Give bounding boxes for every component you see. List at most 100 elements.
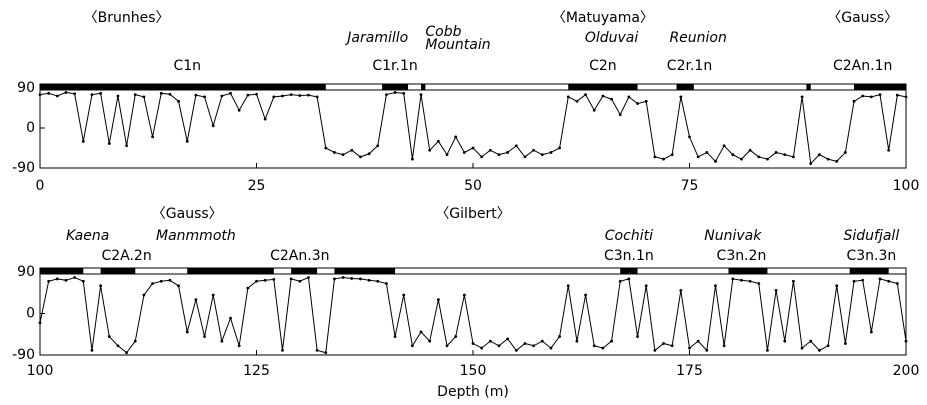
data-point bbox=[454, 335, 458, 338]
data-point bbox=[151, 282, 154, 285]
data-point bbox=[532, 148, 536, 152]
y-tick-label: 90 bbox=[17, 80, 35, 96]
data-point bbox=[558, 335, 561, 338]
data-point bbox=[644, 284, 648, 288]
data-point bbox=[133, 93, 137, 97]
normal-polarity bbox=[620, 268, 638, 274]
chron-label: C3n.1n bbox=[603, 248, 654, 264]
data-point bbox=[532, 344, 536, 348]
data-point bbox=[255, 279, 258, 283]
data-point bbox=[47, 91, 51, 95]
normal-polarity bbox=[421, 84, 426, 90]
epoch-label: 〈Brunhes〉 bbox=[83, 10, 170, 26]
epoch-label: 〈Matuyama〉 bbox=[551, 10, 654, 26]
data-point bbox=[410, 344, 414, 348]
data-point bbox=[904, 95, 908, 99]
data-point bbox=[792, 155, 795, 159]
data-point bbox=[549, 346, 553, 350]
data-line bbox=[39, 276, 907, 354]
data-point bbox=[757, 282, 761, 285]
data-point bbox=[636, 102, 639, 105]
data-point bbox=[818, 153, 821, 157]
normal-polarity bbox=[100, 268, 136, 274]
x-tick-label: 25 bbox=[248, 178, 266, 194]
data-point bbox=[575, 99, 579, 103]
x-tick-label: 100 bbox=[27, 363, 54, 379]
data-point bbox=[393, 335, 397, 338]
data-point bbox=[410, 157, 414, 161]
data-point bbox=[185, 139, 189, 143]
data-point bbox=[584, 93, 587, 97]
data-point bbox=[385, 93, 388, 97]
data-point bbox=[869, 330, 873, 334]
data-point bbox=[566, 95, 570, 99]
data-point bbox=[220, 339, 224, 343]
plot-frame bbox=[39, 83, 907, 169]
data-point bbox=[540, 153, 544, 157]
data-point bbox=[488, 339, 492, 343]
data-point bbox=[385, 282, 388, 285]
data-point bbox=[402, 91, 406, 95]
data-point bbox=[869, 95, 873, 99]
data-point bbox=[584, 293, 587, 297]
data-point bbox=[81, 279, 85, 283]
chron-label: C1n bbox=[173, 58, 201, 74]
data-point bbox=[350, 148, 354, 152]
data-point bbox=[281, 94, 284, 98]
data-point bbox=[748, 148, 752, 152]
data-point bbox=[843, 342, 847, 345]
data-point bbox=[359, 155, 362, 159]
data-point bbox=[307, 276, 310, 279]
event-label: Manmmoth bbox=[156, 228, 236, 244]
data-point bbox=[90, 93, 94, 97]
y-tick-label: 0 bbox=[26, 306, 35, 322]
data-point bbox=[151, 135, 154, 139]
data-point bbox=[670, 344, 674, 348]
data-point bbox=[887, 148, 891, 152]
data-point bbox=[714, 159, 717, 163]
data-point bbox=[393, 91, 397, 94]
chron-label: C1r.1n bbox=[372, 58, 418, 74]
data-point bbox=[90, 348, 94, 352]
x-tick-label: 200 bbox=[893, 363, 920, 379]
data-point bbox=[852, 279, 856, 283]
data-point bbox=[333, 151, 336, 154]
data-point bbox=[826, 344, 830, 348]
data-point bbox=[142, 95, 146, 99]
x-tick-label: 50 bbox=[464, 178, 482, 194]
data-point bbox=[376, 144, 380, 148]
data-point bbox=[246, 93, 250, 97]
chron-label: C2An.1n bbox=[833, 58, 893, 74]
data-point bbox=[740, 157, 743, 161]
data-point bbox=[428, 148, 432, 152]
data-point bbox=[471, 146, 475, 150]
normal-polarity bbox=[676, 84, 694, 90]
data-point bbox=[792, 279, 795, 283]
data-point bbox=[47, 279, 51, 283]
data-point bbox=[480, 346, 484, 350]
normal-polarity bbox=[382, 84, 409, 90]
data-point bbox=[549, 151, 553, 154]
data-point bbox=[324, 146, 328, 150]
data-point bbox=[480, 155, 484, 159]
data-point bbox=[800, 346, 804, 350]
data-point bbox=[826, 157, 830, 161]
data-point bbox=[159, 279, 163, 283]
x-tick-label: 100 bbox=[893, 178, 920, 194]
chron-label: C3n.2n bbox=[716, 248, 767, 264]
data-point bbox=[610, 339, 613, 343]
data-point bbox=[852, 99, 856, 103]
data-point bbox=[705, 151, 709, 154]
data-point bbox=[644, 99, 648, 103]
data-point bbox=[766, 157, 769, 161]
data-point bbox=[895, 282, 899, 285]
data-point bbox=[359, 277, 362, 281]
data-point bbox=[523, 342, 527, 345]
data-point bbox=[636, 335, 639, 338]
data-point bbox=[263, 278, 267, 282]
data-point bbox=[662, 157, 665, 161]
data-point bbox=[462, 293, 466, 297]
data-point bbox=[800, 95, 804, 99]
event-label: Jaramillo bbox=[347, 30, 409, 46]
